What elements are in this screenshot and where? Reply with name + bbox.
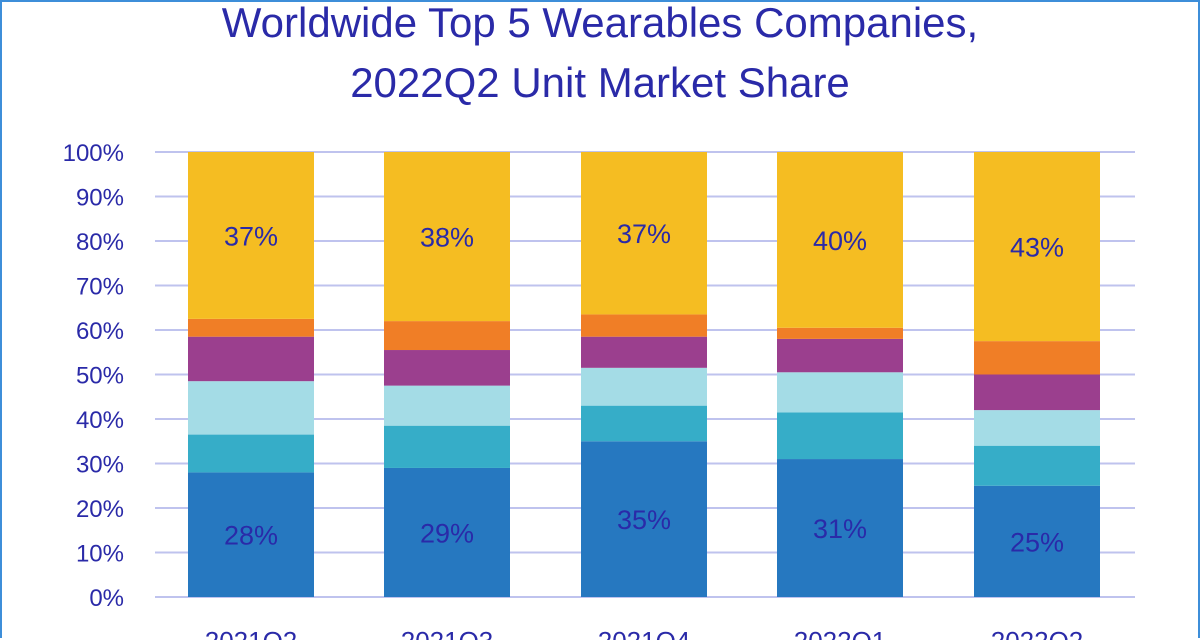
y-tick-label: 100% [63, 140, 124, 167]
data-label: 38% [420, 223, 474, 253]
data-label: 31% [813, 514, 867, 544]
y-tick-label: 10% [76, 541, 124, 568]
y-tick-label: 0% [89, 585, 124, 612]
chart-title-line-2: 2022Q2 Unit Market Share [350, 59, 850, 106]
bar-segment [581, 405, 707, 442]
y-tick-label: 20% [76, 496, 124, 523]
bar-segment [974, 410, 1100, 446]
bar-segment [188, 472, 314, 597]
data-label: 40% [813, 226, 867, 256]
bar-segment [188, 152, 314, 319]
y-tick-label: 50% [76, 363, 124, 390]
bar-segment [581, 441, 707, 597]
bar-segment [384, 152, 510, 322]
x-tick-label: 2022Q1 [794, 626, 887, 640]
bar-segment [581, 314, 707, 337]
bar-segment [974, 152, 1100, 342]
bar-segment [974, 341, 1100, 375]
bar-segment [974, 374, 1100, 411]
bar-segment [581, 152, 707, 315]
y-tick-label: 60% [76, 318, 124, 345]
data-label: 29% [420, 518, 474, 548]
bar-segment [384, 425, 510, 468]
bar-segment [188, 336, 314, 382]
data-label: 37% [224, 221, 278, 251]
y-tick-label: 70% [76, 274, 124, 301]
bar-segment [384, 385, 510, 426]
x-tick-label: 2021Q2 [205, 626, 298, 640]
data-labels: 28% 37% 29% 38% 35% 37% 31% 40% 25% 43% [224, 219, 1064, 557]
bar-segment [777, 327, 903, 339]
y-axis: 0% 10% 20% 30% 40% 50% 60% 70% 80% 90% 100% [63, 140, 124, 612]
x-tick-label: 2021Q4 [598, 626, 691, 640]
bar-segment [777, 372, 903, 413]
bars [188, 152, 1100, 597]
y-tick-label: 30% [76, 452, 124, 479]
y-tick-label: 90% [76, 185, 124, 212]
bar-segment [188, 434, 314, 473]
data-label: 43% [1010, 233, 1064, 263]
y-tick-label: 80% [76, 229, 124, 256]
x-tick-label: 2022Q2 [991, 626, 1084, 640]
bar-segment [188, 381, 314, 435]
bar-segment [384, 350, 510, 386]
x-axis: 2021Q2 2021Q3 2021Q4 2022Q1 2022Q2 [205, 626, 1084, 640]
bar-segment [384, 467, 510, 597]
bar-segment [581, 367, 707, 406]
data-label: 25% [1010, 527, 1064, 557]
bar-segment [777, 412, 903, 460]
bar-segment [188, 318, 314, 337]
data-label: 37% [617, 219, 671, 249]
bar-segment [777, 459, 903, 597]
x-tick-label: 2021Q3 [401, 626, 494, 640]
bar-segment [581, 336, 707, 368]
chart-title-line-1: Worldwide Top 5 Wearables Companies, [221, 0, 979, 46]
y-tick-label: 40% [76, 407, 124, 434]
bar-segment [777, 338, 903, 373]
bar-segment [974, 445, 1100, 486]
bar-segment [777, 152, 903, 328]
bar-segment [384, 321, 510, 351]
data-label: 35% [617, 505, 671, 535]
bar-segment [974, 485, 1100, 597]
data-label: 28% [224, 521, 278, 551]
